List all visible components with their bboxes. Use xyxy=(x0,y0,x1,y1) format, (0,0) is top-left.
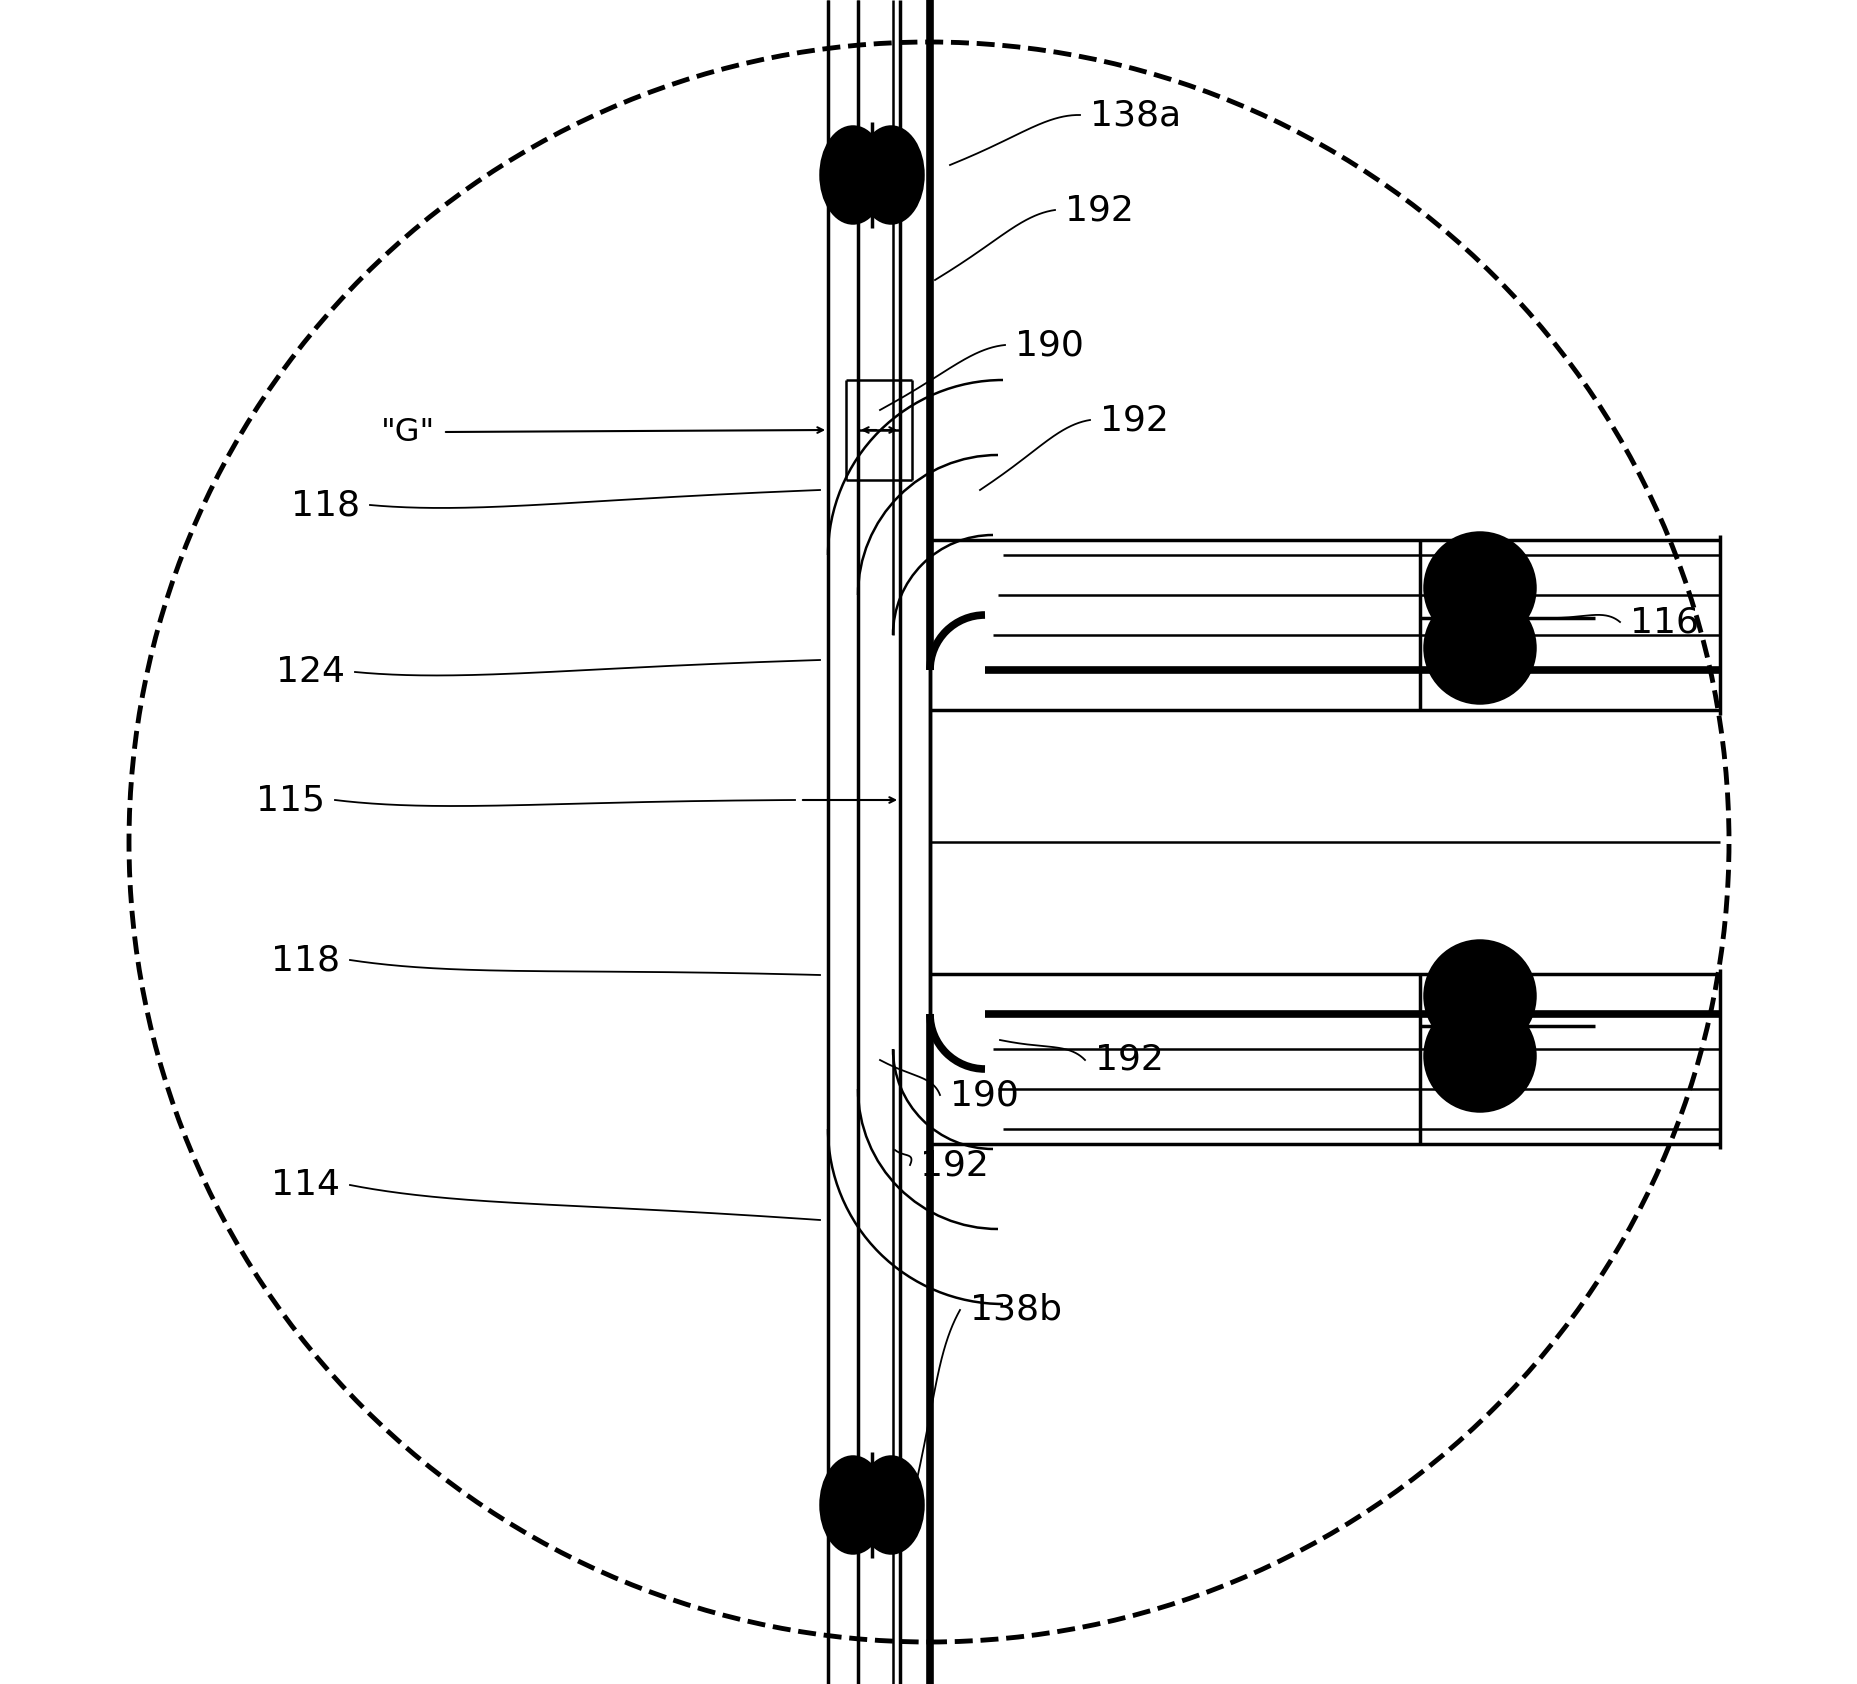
Ellipse shape xyxy=(1424,941,1534,1051)
Text: 192: 192 xyxy=(1099,402,1168,438)
Ellipse shape xyxy=(1424,593,1534,702)
Ellipse shape xyxy=(858,1457,923,1553)
Text: 116: 116 xyxy=(1629,605,1697,638)
Ellipse shape xyxy=(858,126,923,222)
Text: 190: 190 xyxy=(949,1078,1018,1111)
Text: 124: 124 xyxy=(277,655,345,689)
Text: 192: 192 xyxy=(1094,1042,1162,1078)
Ellipse shape xyxy=(1424,1000,1534,1111)
Text: 114: 114 xyxy=(271,1169,340,1202)
Ellipse shape xyxy=(1424,534,1534,643)
Text: 192: 192 xyxy=(919,1148,988,1182)
Text: "G": "G" xyxy=(381,416,435,448)
Text: 118: 118 xyxy=(292,488,360,522)
Text: 190: 190 xyxy=(1014,328,1083,362)
Ellipse shape xyxy=(821,1457,884,1553)
Text: 138b: 138b xyxy=(969,1293,1062,1327)
Text: 138a: 138a xyxy=(1090,98,1181,131)
Text: 118: 118 xyxy=(271,943,340,977)
Text: 115: 115 xyxy=(256,783,325,817)
Ellipse shape xyxy=(821,126,884,222)
Text: 192: 192 xyxy=(1064,194,1133,227)
